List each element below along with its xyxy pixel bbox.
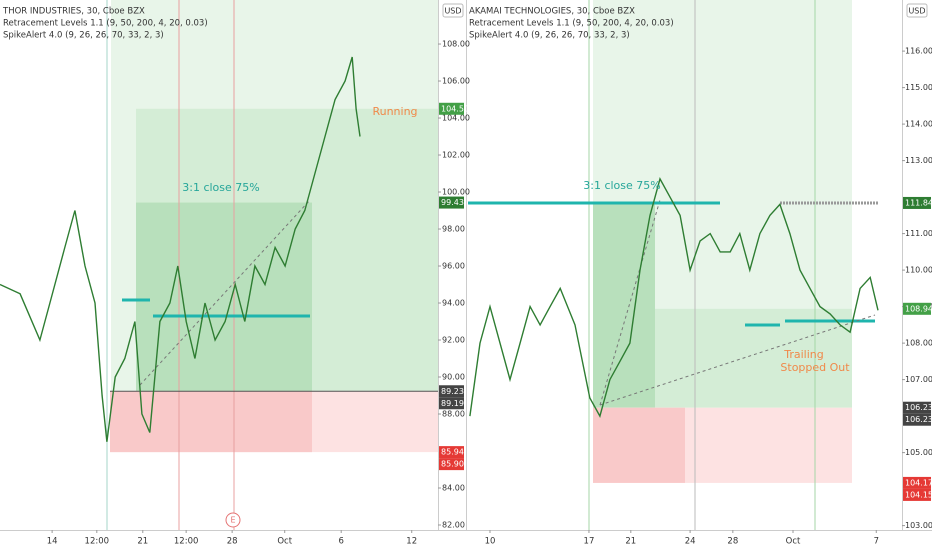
- y-tick-label: 113.00: [905, 156, 932, 165]
- y-tick-label: 114.00: [905, 120, 932, 129]
- zones: [110, 0, 852, 483]
- price-tag: [439, 196, 464, 209]
- indicator-label: SpikeAlert 4.0 (9, 26, 26, 70, 33, 2, 3): [469, 31, 630, 41]
- currency-box: [906, 3, 928, 18]
- chart-title: THOR INDUSTRIES, 30, Cboe BZX: [2, 7, 145, 17]
- y-tick-label: 98.00: [442, 225, 465, 234]
- y-tick-label: 105.00: [905, 448, 932, 457]
- price-tag: [903, 476, 931, 489]
- x-tick-label: 28: [227, 537, 238, 547]
- price-tag: [439, 446, 464, 459]
- x-tick-label: 28: [727, 537, 738, 547]
- price-tag-label: 104.50: [441, 104, 469, 113]
- indicator-label: SpikeAlert 4.0 (9, 26, 26, 70, 33, 2, 3): [3, 31, 164, 41]
- price-tag-label: 89.23: [441, 387, 464, 396]
- price-tag: [439, 102, 464, 115]
- price-tag-label: 111.84: [905, 198, 932, 207]
- y-tick-label: 111.00: [905, 229, 932, 238]
- event-marker: [225, 512, 241, 528]
- annotation: 3:1 close 75%: [182, 181, 259, 194]
- x-tick-label: 10: [485, 537, 496, 547]
- price-tag-label: 99.43: [441, 198, 464, 207]
- currency-label: USD: [908, 7, 925, 16]
- y-tick-label: 102.00: [442, 151, 470, 160]
- price-axis: [902, 0, 932, 530]
- position-zone: [136, 202, 312, 392]
- price-tag-label: 89.19: [441, 399, 464, 408]
- currency-label: USD: [444, 7, 461, 16]
- price-tag-label: 104.17: [905, 478, 932, 487]
- annotation: 3:1 close 75%: [583, 179, 660, 192]
- x-tick-label: 12:00: [85, 537, 110, 547]
- price-line: [469, 177, 879, 418]
- y-tick-label: 116.00: [905, 47, 932, 56]
- indicator-label: Retracement Levels 1.1 (9, 50, 200, 4, 2…: [3, 19, 208, 29]
- y-tick-label: 103.00: [905, 521, 932, 530]
- trend-line: [599, 314, 876, 406]
- price-tag-label: 85.90: [441, 460, 464, 469]
- price-tag: [439, 458, 464, 471]
- y-tick-label: 84.00: [442, 484, 465, 493]
- y-tick-label: 96.00: [442, 262, 465, 271]
- price-axis: [438, 0, 466, 530]
- price-tag: [439, 397, 464, 410]
- annotation: Stopped Out: [780, 361, 850, 374]
- price-tag: [903, 401, 931, 414]
- position-zone: [593, 202, 655, 408]
- annotation: Trailing: [783, 348, 824, 361]
- x-tick-label: 6: [338, 537, 343, 547]
- y-tick-label: 90.00: [442, 373, 465, 382]
- chart-title: AKAMAI TECHNOLOGIES, 30, Cboe BZX: [469, 7, 635, 17]
- currency-box: [442, 3, 464, 18]
- price-tag-label: 104.15: [905, 490, 932, 499]
- time-axis: [0, 531, 932, 550]
- price-line: [0, 56, 361, 442]
- x-tick-label: Oct: [786, 537, 801, 547]
- indicator-label: Retracement Levels 1.1 (9, 50, 200, 4, 2…: [469, 19, 674, 29]
- y-tick-label: 104.00: [442, 114, 470, 123]
- y-tick-label: 108.00: [442, 40, 470, 49]
- position-zone: [110, 391, 312, 453]
- x-tick-label: 21: [137, 537, 148, 547]
- y-tick-label: 110.00: [905, 266, 932, 275]
- price-tag-label: 106.23: [905, 415, 932, 424]
- x-tick-label: Oct: [277, 537, 292, 547]
- y-tick-label: 108.00: [905, 339, 932, 348]
- y-tick-label: 115.00: [905, 83, 932, 92]
- x-tick-label: 12:00: [174, 537, 199, 547]
- price-tag: [439, 385, 464, 398]
- x-tick-label: 24: [685, 537, 696, 547]
- y-tick-label: 88.00: [442, 410, 465, 419]
- x-tick-label: 7: [874, 537, 879, 547]
- y-tick-label: 82.00: [442, 521, 465, 530]
- x-tick-label: 14: [47, 537, 58, 547]
- annotation: E: [230, 516, 235, 525]
- price-tag: [903, 302, 931, 315]
- y-tick-label: 94.00: [442, 299, 465, 308]
- price-tag-label: 108.94: [905, 304, 932, 313]
- price-tag: [903, 196, 931, 209]
- annotation: Running: [372, 105, 417, 118]
- price-tag: [903, 413, 931, 426]
- x-tick-label: 21: [625, 537, 636, 547]
- position-zone: [593, 407, 685, 483]
- y-tick-label: 92.00: [442, 336, 465, 345]
- price-tag: [903, 488, 931, 501]
- y-tick-label: 107.00: [905, 375, 932, 384]
- price-tag-label: 85.94: [441, 448, 464, 457]
- x-tick-label: 17: [584, 537, 595, 547]
- y-tick-label: 100.00: [442, 188, 470, 197]
- price-tag-label: 106.23: [905, 403, 932, 412]
- x-tick-label: 12: [406, 537, 417, 547]
- y-tick-label: 106.00: [442, 77, 470, 86]
